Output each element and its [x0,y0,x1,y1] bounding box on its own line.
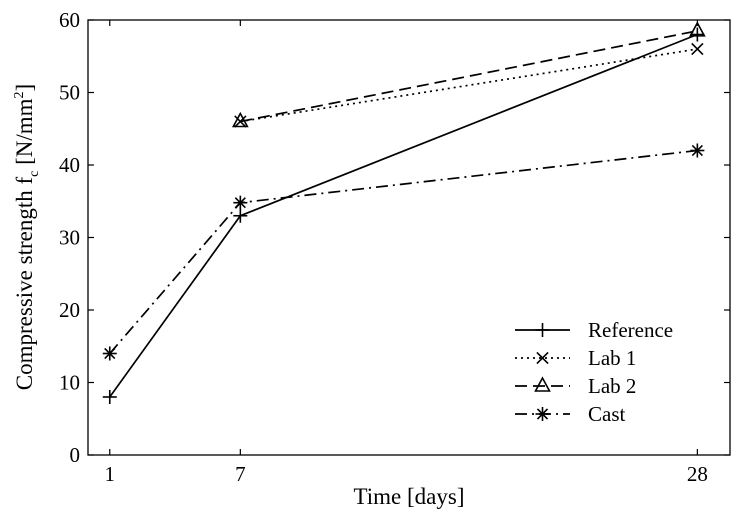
y-axis-label-superscript: 2 [12,91,27,98]
x-tick-label: 28 [687,462,708,486]
x-axis-label: Time [days] [354,484,465,509]
y-axis-label-main: Compressive strength f [12,177,37,391]
y-tick-label: 20 [59,298,80,322]
data-point-lab-1 [691,42,704,56]
data-point-cast-stroke [234,197,246,209]
series-layer [102,21,706,404]
data-point-lab-1-stroke [691,42,704,56]
legend-label-lab-2: Lab 2 [588,374,636,398]
data-point-cast [233,195,248,210]
y-axis-label-close: ] [12,84,37,92]
legend-entry-lab-2: Lab 2 [515,374,636,398]
y-axis-ticks: 0 10 20 30 40 50 60 [59,8,730,467]
x-axis-ticks: 1 7 28 [105,20,708,486]
data-point-cast [102,346,117,361]
x-tick-label: 7 [235,462,246,486]
legend-label-lab-1: Lab 1 [588,346,636,370]
data-point-reference [233,208,248,223]
legend-marker-lab-2 [534,376,551,392]
series-line-lab-2 [240,30,698,123]
x-tick-label: 1 [105,462,116,486]
series-lab-2 [231,21,706,128]
series-cast [102,143,705,361]
legend-label-reference: Reference [588,318,673,342]
legend-marker-reference [535,323,550,337]
data-point-cast-stroke [104,347,116,360]
y-tick-label: 0 [70,443,81,467]
legend-marker-cast-stroke [536,408,549,420]
y-tick-label: 60 [59,8,80,32]
legend-entry-cast: Cast [515,402,626,426]
legend: Reference Lab 1 Lab 2 Cast [515,318,673,426]
legend-marker-lab-1-stroke [536,351,549,365]
data-point-lab-2-shape [689,21,706,37]
y-axis-label: Compressive strength fc [N/mm2] [12,84,42,390]
series-reference [102,27,705,404]
legend-marker-lab-2-shape [534,376,551,392]
series-lab-1 [234,42,704,128]
legend-marker-lab-1 [536,351,549,365]
y-tick-label: 10 [59,371,80,395]
data-point-cast [690,143,705,158]
legend-label-cast: Cast [588,402,626,426]
y-axis-label-subscript: c [27,171,42,177]
y-axis-label-unit: [N/mm [12,98,37,170]
data-point-lab-2-shape [231,111,249,128]
legend-entry-reference: Reference [515,318,673,342]
y-tick-label: 30 [59,226,80,250]
data-point-reference [102,390,117,404]
series-line-lab-1 [240,48,698,123]
data-point-lab-2 [689,21,706,37]
y-tick-label: 40 [59,153,80,177]
y-tick-label: 50 [59,81,80,105]
data-point-cast-stroke [691,144,703,157]
legend-entry-lab-1: Lab 1 [515,346,636,370]
legend-marker-cast [535,407,550,421]
data-point-lab-2 [231,111,249,128]
data-point-reference [690,27,705,42]
